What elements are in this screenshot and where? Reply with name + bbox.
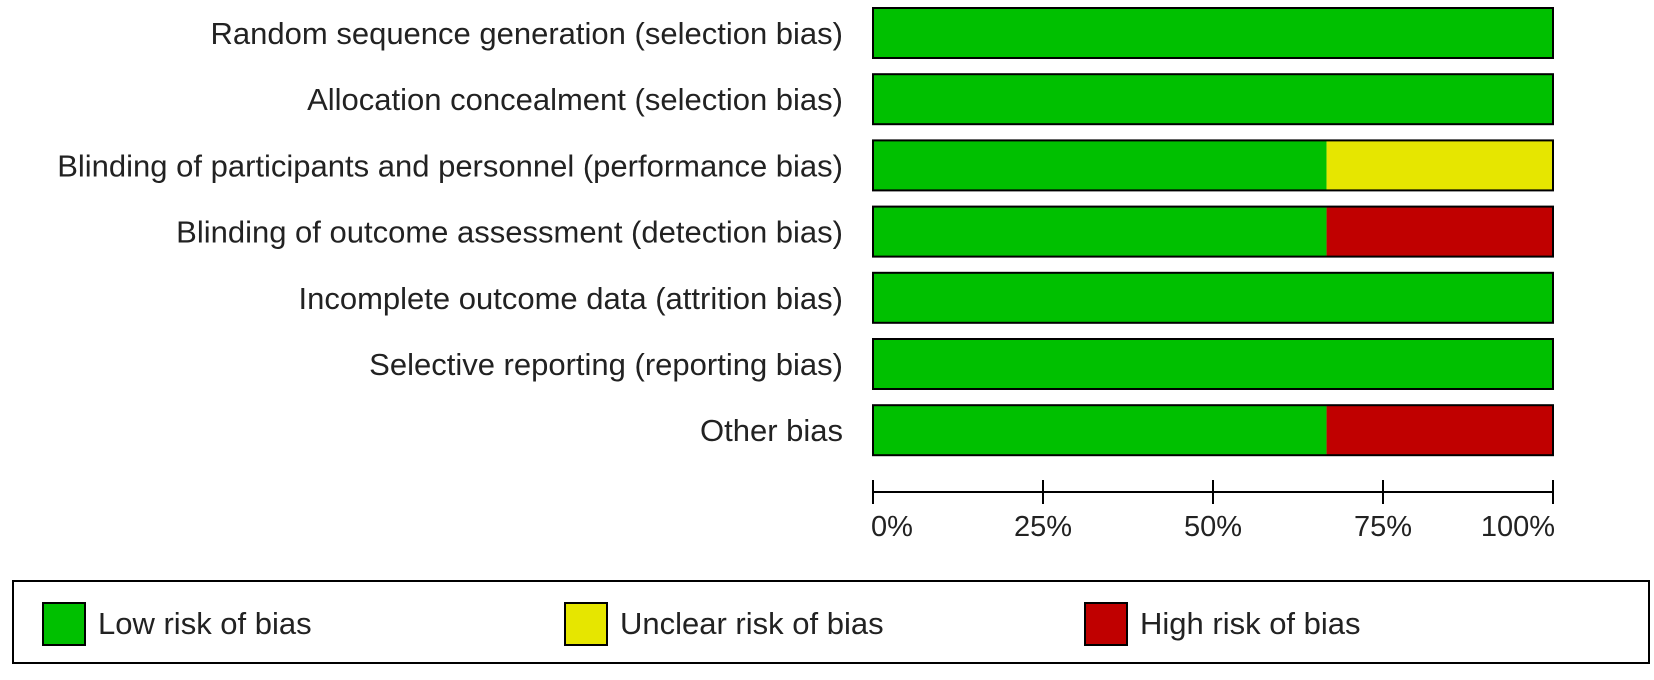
legend-label-high: High risk of bias — [1140, 606, 1361, 641]
category-label: Allocation concealment (selection bias) — [307, 82, 843, 117]
category-label: Blinding of outcome assessment (detectio… — [176, 215, 843, 250]
x-tick-label: 50% — [1184, 511, 1242, 543]
category-label: Incomplete outcome data (attrition bias) — [299, 281, 844, 316]
bar-outline — [872, 205, 1554, 258]
x-tick-label: 25% — [1014, 511, 1072, 543]
x-tick-label: 75% — [1354, 511, 1412, 543]
legend: Low risk of bias Unclear risk of bias Hi… — [12, 580, 1650, 664]
bar-outline — [872, 271, 1554, 324]
category-label: Random sequence generation (selection bi… — [211, 16, 843, 51]
legend-item-unclear: Unclear risk of bias — [564, 602, 884, 646]
category-label: Selective reporting (reporting bias) — [369, 347, 843, 382]
category-label: Blinding of participants and personnel (… — [57, 148, 843, 183]
bar-segment-high — [1326, 405, 1553, 456]
bar-outline — [872, 7, 1554, 59]
legend-swatch-low — [42, 602, 86, 646]
legend-swatch-high — [1084, 602, 1128, 646]
legend-label-unclear: Unclear risk of bias — [620, 606, 884, 641]
category-labels: Random sequence generation (selection bi… — [57, 16, 843, 448]
legend-label-low: Low risk of bias — [98, 606, 312, 641]
bar-segment-low — [873, 339, 1553, 389]
x-tick-label: 0% — [871, 511, 913, 543]
bar-segment-low — [873, 206, 1327, 257]
bar-segment-low — [873, 74, 1553, 125]
bar-outline — [872, 73, 1554, 126]
x-tick-label: 100% — [1481, 511, 1555, 543]
bar-segment-low — [873, 8, 1553, 58]
category-label: Other bias — [700, 413, 843, 448]
bar-segment-low — [873, 272, 1553, 323]
bar-segment-high — [1326, 206, 1553, 257]
x-axis: 0% 25% 50% 75% 100% — [871, 480, 1555, 543]
bar-segment-unclear — [1326, 140, 1553, 191]
risk-of-bias-chart: Random sequence generation (selection bi… — [57, 7, 1555, 543]
bar-outline — [872, 338, 1554, 390]
legend-swatch-unclear — [564, 602, 608, 646]
bar-outline — [872, 139, 1554, 192]
bar-segment-low — [873, 140, 1327, 191]
bars — [872, 7, 1554, 457]
bar-segment-low — [873, 405, 1327, 456]
legend-item-high: High risk of bias — [1084, 602, 1361, 646]
bar-outline — [872, 404, 1554, 457]
legend-item-low: Low risk of bias — [42, 602, 312, 646]
